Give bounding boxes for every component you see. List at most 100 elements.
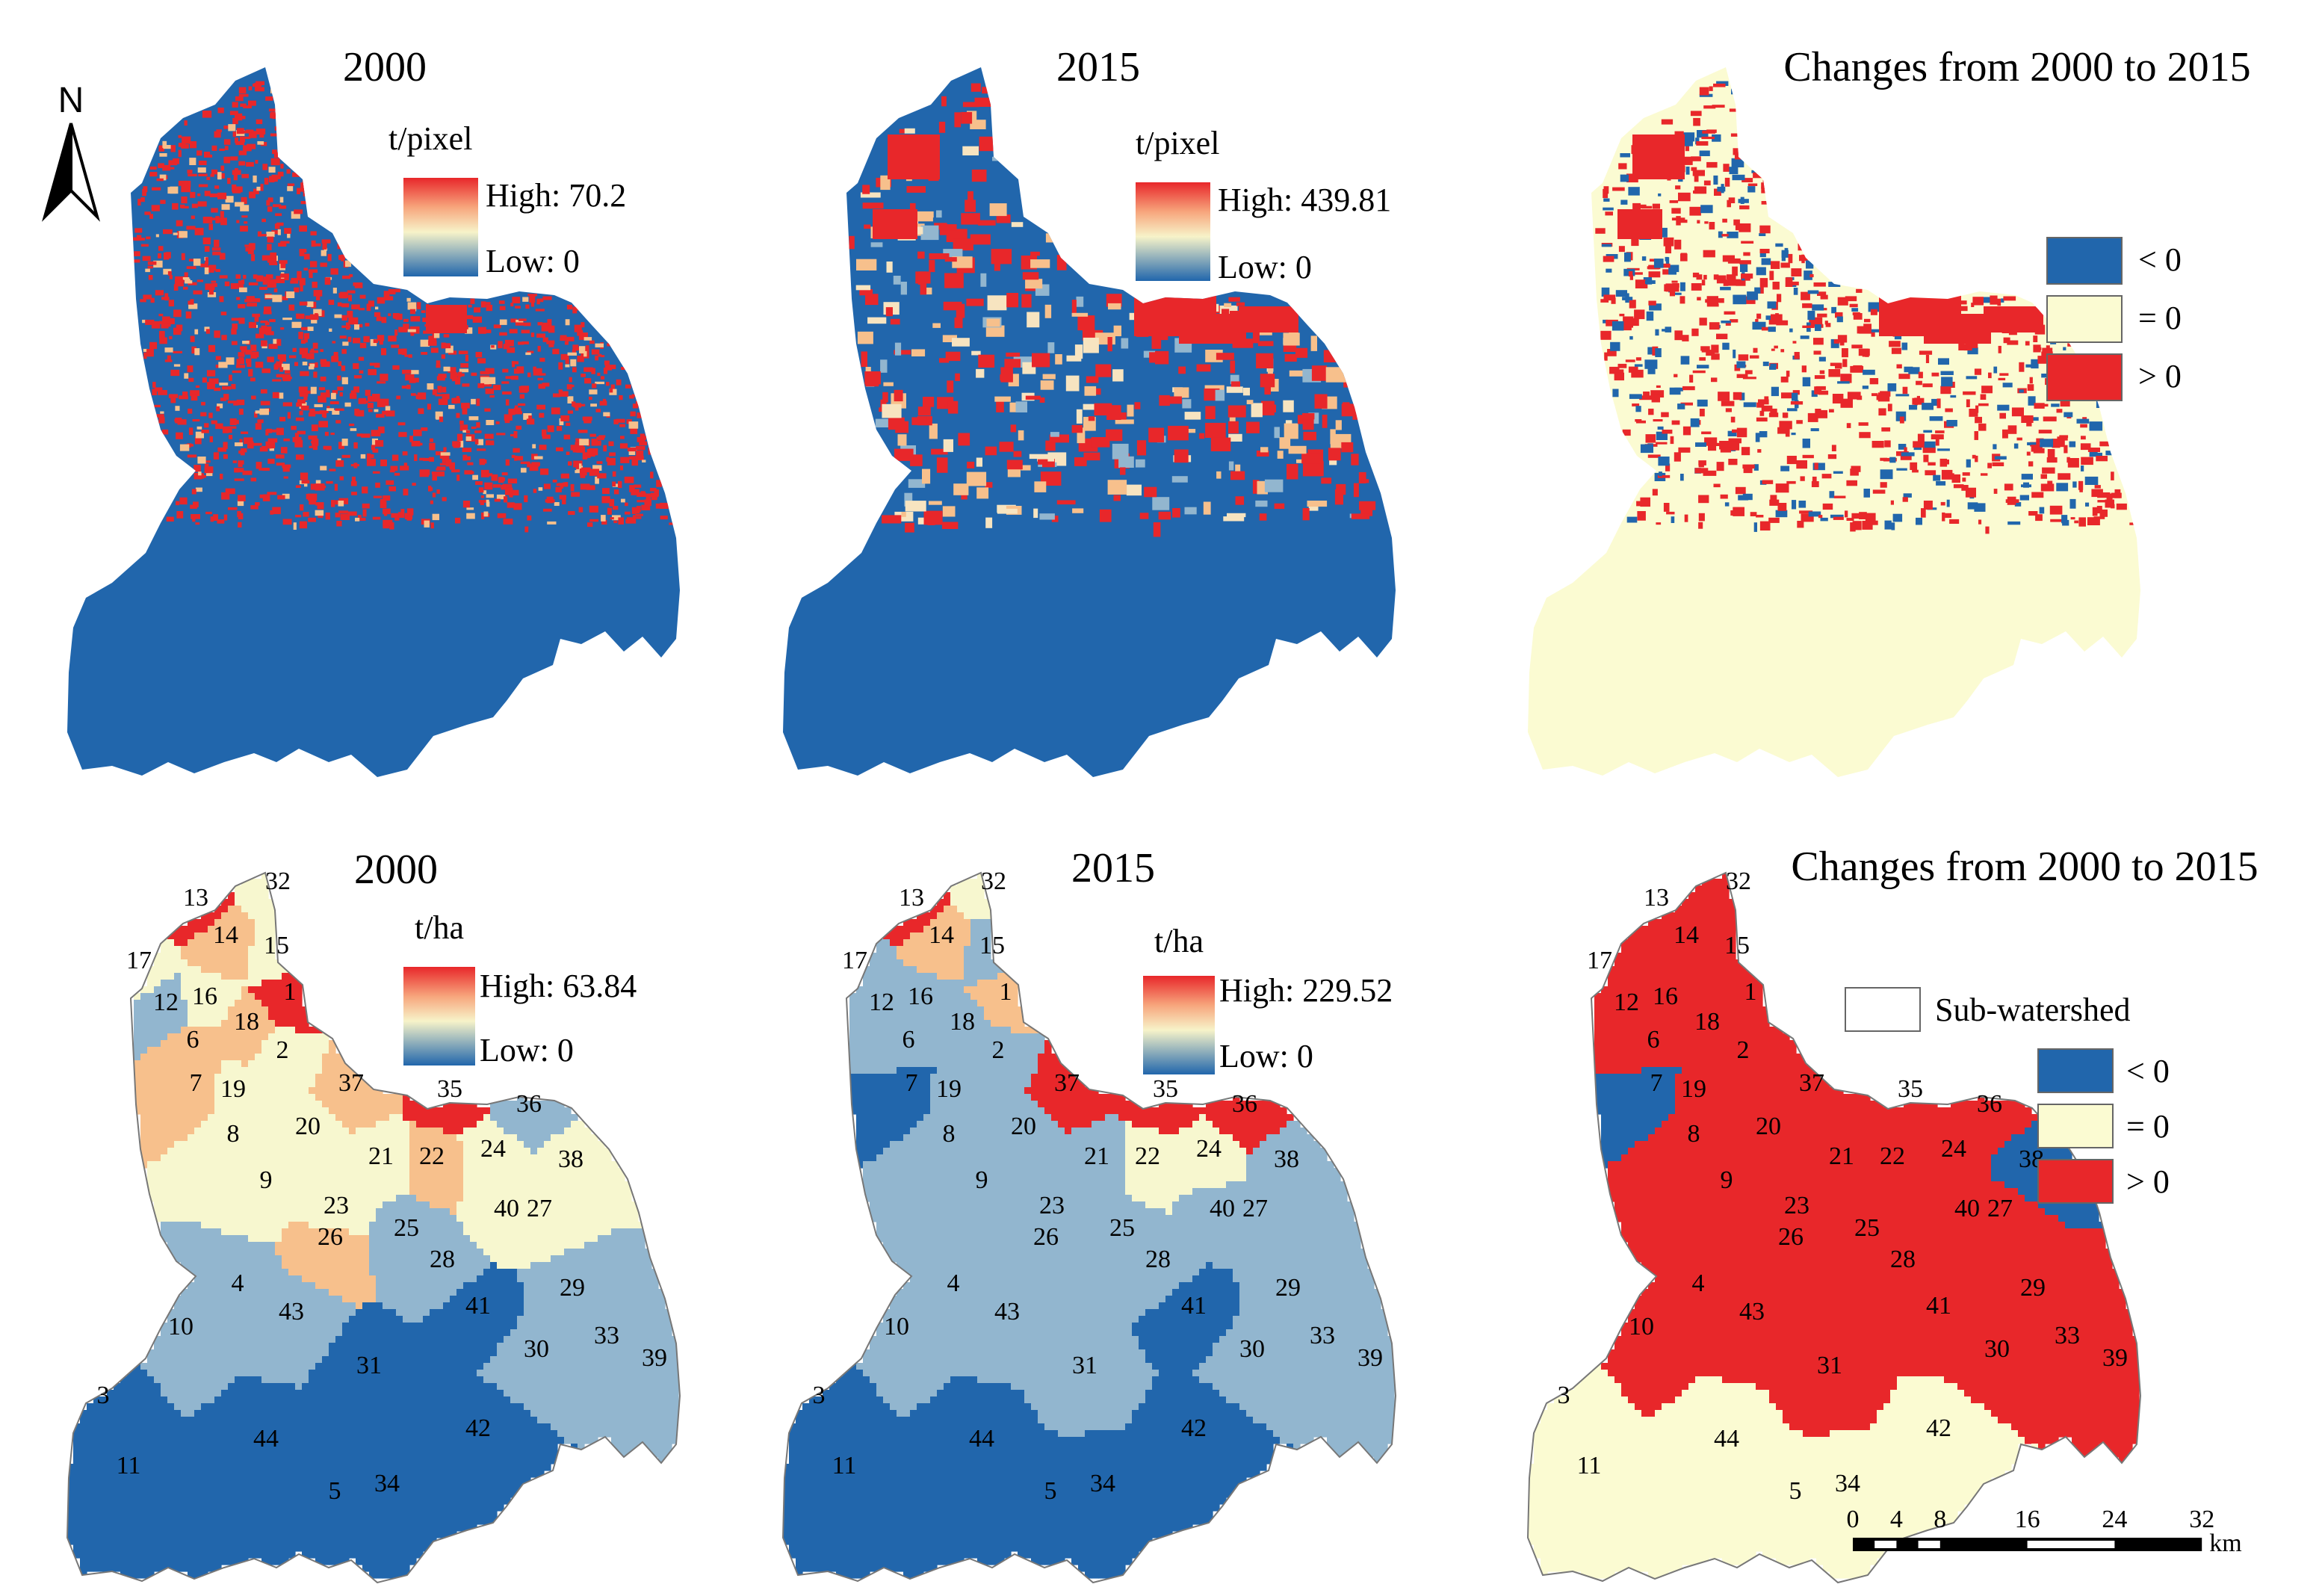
panel-b-title: 2015 — [1056, 44, 1140, 90]
subwatershed-label: 44 — [969, 1425, 994, 1453]
subwatershed-label: 24 — [480, 1135, 506, 1163]
subwatershed-label: 27 — [1987, 1195, 2013, 1222]
raster-cells-a — [133, 81, 677, 533]
subwatershed-label: 18 — [950, 1008, 975, 1036]
subwatershed-label: 3 — [813, 1382, 826, 1409]
panel-b-ramp — [1136, 182, 1210, 281]
subwatershed-label: 4 — [1692, 1269, 1705, 1297]
subwatershed-label: 3 — [1558, 1382, 1570, 1409]
subwatershed-label: 27 — [527, 1195, 552, 1222]
subwatershed-label: 21 — [368, 1142, 394, 1170]
subwatershed-label: 8 — [943, 1120, 956, 1148]
subwatershed-label: 18 — [1694, 1008, 1720, 1036]
subwatershed-label: 31 — [356, 1352, 382, 1379]
subwatershed-label: 8 — [227, 1120, 240, 1148]
subwatershed-label: 26 — [1778, 1223, 1804, 1251]
subwatershed-label: 19 — [220, 1075, 246, 1103]
subwatershed-label: 7 — [1650, 1069, 1663, 1097]
subwatershed-label: 29 — [560, 1274, 585, 1302]
legend-c-equal: = 0 — [2138, 300, 2182, 336]
subwatershed-label: 2 — [1737, 1036, 1750, 1064]
panel-c-title: Changes from 2000 to 2015 — [1783, 44, 2250, 90]
panel-b-unit: t/pixel — [1136, 125, 1219, 161]
subwatershed-label: 26 — [1033, 1223, 1059, 1251]
subwatershed-label: 12 — [869, 989, 894, 1016]
subwatershed-label: 28 — [430, 1246, 455, 1273]
panel-a-unit: t/pixel — [388, 120, 472, 157]
subwatershed-label: 4 — [947, 1269, 960, 1297]
subwatershed-label: 39 — [642, 1344, 667, 1372]
subwatershed-label: 27 — [1242, 1195, 1268, 1222]
subwatershed-label: 16 — [1653, 983, 1678, 1010]
subwatershed-label: 13 — [899, 884, 924, 912]
subwatershed-label: 19 — [936, 1075, 962, 1103]
subwatershed-label: 41 — [465, 1292, 491, 1320]
subwatershed-fill-e — [783, 873, 1395, 1579]
subwatershed-label: 43 — [279, 1298, 304, 1326]
subwatershed-label: 14 — [929, 921, 954, 949]
subwatershed-label: 10 — [1629, 1313, 1654, 1340]
subwatershed-label: 1 — [1000, 978, 1012, 1006]
subwatershed-label: 7 — [190, 1069, 202, 1097]
subwatershed-label: 5 — [1789, 1477, 1802, 1505]
subwatershed-label: 36 — [516, 1090, 542, 1118]
subwatershed-label: 34 — [1090, 1470, 1115, 1497]
subwatershed-label: 37 — [338, 1069, 364, 1097]
subwatershed-label: 5 — [329, 1477, 341, 1505]
subwatershed-label: 41 — [1926, 1292, 1951, 1320]
subwatershed-label: 22 — [1880, 1142, 1905, 1170]
subwatershed-label: 15 — [1724, 932, 1750, 959]
panel-b: 2015 t/pixel High: 439.81 Low: 0 — [783, 44, 1396, 777]
subwatershed-label: 35 — [1898, 1075, 1923, 1103]
subwatershed-label: 32 — [265, 867, 291, 895]
subwatershed-label: 23 — [1784, 1192, 1809, 1219]
subwatershed-label: 10 — [884, 1313, 909, 1340]
legend-c-less: < 0 — [2138, 241, 2182, 278]
subwatershed-label: 34 — [1835, 1470, 1860, 1497]
watershed-a — [67, 67, 680, 777]
subwatershed-label: 18 — [234, 1008, 259, 1036]
subwatershed-label: 32 — [1726, 867, 1751, 895]
subwatershed-label: 30 — [524, 1335, 549, 1363]
subwatershed-label: 31 — [1072, 1352, 1097, 1379]
subwatershed-fill-f — [1528, 873, 2140, 1579]
subwatershed-label: 20 — [295, 1113, 321, 1140]
subwatershed-label: 23 — [1039, 1192, 1065, 1219]
north-label: N — [58, 81, 84, 120]
panel-a-ramp — [403, 178, 478, 276]
panel-f-title: Changes from 2000 to 2015 — [1791, 844, 2258, 890]
subwatershed-label: 29 — [2020, 1274, 2046, 1302]
subwatershed-label: 14 — [1674, 921, 1699, 949]
legend-c-greater: > 0 — [2138, 358, 2182, 395]
raster-cells-c — [1595, 81, 2140, 534]
subwatershed-label: 42 — [1926, 1414, 1951, 1442]
subwatershed-label: 9 — [976, 1166, 988, 1194]
subwatershed-label: 11 — [1577, 1452, 1602, 1479]
subwatershed-label: 28 — [1890, 1246, 1916, 1273]
subwatershed-label: 31 — [1817, 1352, 1842, 1379]
panel-a-high: High: 70.2 — [486, 177, 626, 214]
subwatershed-label: 11 — [832, 1452, 857, 1479]
subwatershed-label: 6 — [187, 1026, 199, 1054]
scale-tick-label: 4 — [1890, 1506, 1903, 1533]
subwatershed-label: 22 — [1135, 1142, 1160, 1170]
subwatershed-label: 21 — [1084, 1142, 1109, 1170]
subwatershed-label: 44 — [253, 1425, 279, 1453]
subwatershed-label: 35 — [1153, 1075, 1178, 1103]
scale-unit: km — [2209, 1530, 2241, 1557]
subwatershed-label: 25 — [1109, 1214, 1135, 1242]
subwatershed-label: 1 — [284, 978, 297, 1006]
subwatershed-label: 2 — [992, 1036, 1005, 1064]
panel-a-low: Low: 0 — [486, 243, 580, 279]
subwatershed-label: 25 — [1854, 1214, 1880, 1242]
subwatershed-label: 6 — [903, 1026, 915, 1054]
subwatershed-label: 17 — [1587, 947, 1612, 974]
panel-d-unit: t/ha — [415, 909, 464, 946]
subwatershed-label: 17 — [126, 947, 152, 974]
subwatershed-label: 33 — [2055, 1322, 2080, 1349]
